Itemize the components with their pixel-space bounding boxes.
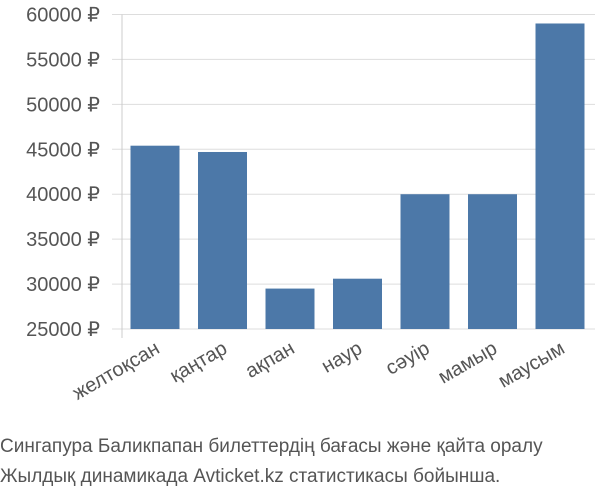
y-tick-label: 55000 ₽ xyxy=(26,49,100,71)
caption-line-1: Сингапура Баликпапан билеттердің бағасы … xyxy=(0,436,543,457)
bar-5 xyxy=(400,194,450,330)
y-tick-label: 40000 ₽ xyxy=(26,184,100,206)
y-tick-label: 50000 ₽ xyxy=(26,94,100,116)
x-category-label: желтоқсан xyxy=(69,337,164,404)
bar-2 xyxy=(198,151,247,330)
bar-3 xyxy=(265,288,315,330)
y-tick-label: 45000 ₽ xyxy=(26,139,100,161)
y-tick-label: 30000 ₽ xyxy=(26,274,100,296)
x-category-label: сәуір xyxy=(382,337,433,379)
y-tick-label: 25000 ₽ xyxy=(26,319,100,341)
bar-4 xyxy=(333,278,382,330)
x-category-label: маусым xyxy=(495,337,569,392)
x-category-label: мамыр xyxy=(434,337,501,388)
bars xyxy=(130,23,585,330)
x-category-label: наур xyxy=(318,337,366,377)
y-tick-label: 35000 ₽ xyxy=(26,229,100,251)
x-category-label: қаңтар xyxy=(166,337,231,387)
x-category-label: ақпан xyxy=(242,337,299,382)
bar-7 xyxy=(535,23,585,330)
y-tick-label: 60000 ₽ xyxy=(26,5,100,27)
y-axis-ticks: 25000 ₽ 30000 ₽ 35000 ₽ 40000 ₽ 45000 ₽ 50000… xyxy=(26,5,100,342)
grid-lines xyxy=(112,14,595,330)
bar-chart: 25000 ₽ 30000 ₽ 35000 ₽ 40000 ₽ 45000 ₽ 50000… xyxy=(26,5,595,405)
caption-line-2: Жылдық динамикада Avticket.kz статистика… xyxy=(0,466,501,487)
chart-caption: Сингапура Баликпапан билеттердің бағасы … xyxy=(0,432,600,492)
bar-6 xyxy=(468,194,517,330)
bar-1 xyxy=(130,145,180,330)
